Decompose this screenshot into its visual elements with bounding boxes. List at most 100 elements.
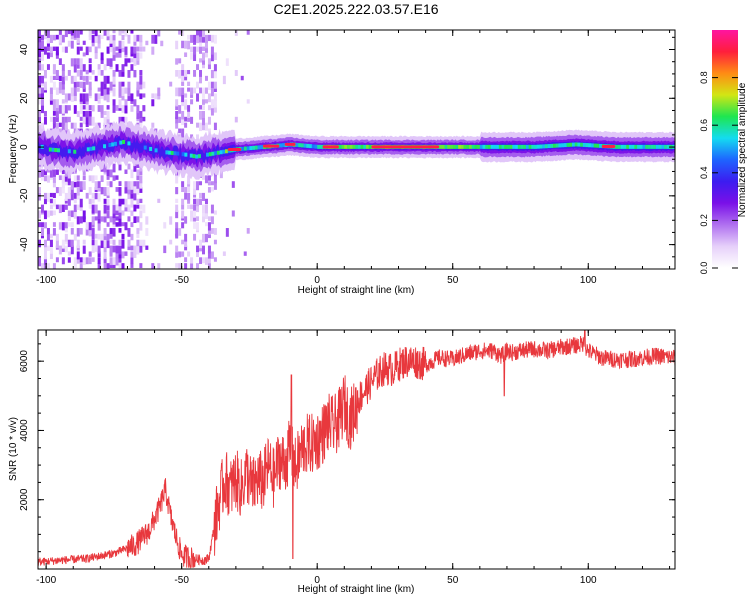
spectrogram-noise-cell <box>246 30 250 35</box>
spectrogram-core-cell <box>463 144 467 149</box>
spectrogram-noise-cell <box>64 128 68 138</box>
spectrogram-x-tick-label: -100 <box>36 275 56 286</box>
spectrogram-noise-cell <box>210 87 214 97</box>
spectrogram-noise-cell <box>181 81 185 86</box>
spectrogram-noise-cell <box>88 198 92 205</box>
spectrogram-core-cell <box>539 144 543 149</box>
spectrogram-noise-cell <box>130 245 134 251</box>
spectrogram-noise-cell <box>73 175 77 182</box>
spectrogram-noise-cell <box>124 181 128 188</box>
spectrogram-noise-cell <box>79 30 83 35</box>
spectrogram-noise-cell <box>79 216 83 224</box>
spectrogram-noise-cell <box>64 105 68 114</box>
snr-y-tick-label: 6000 <box>19 350 30 373</box>
spectrogram-noise-cell <box>187 187 191 193</box>
spectrogram-noise-cell <box>70 34 74 40</box>
spectrogram-noise-cell <box>115 204 119 211</box>
spectrogram-noise-cell <box>187 34 191 40</box>
spectrogram-noise-cell <box>97 257 101 264</box>
spectrogram-noise-cell <box>196 34 200 44</box>
spectrogram-noise-cell <box>157 93 161 100</box>
spectrogram-noise-cell <box>115 46 119 51</box>
spectrogram-noise-cell <box>88 58 92 64</box>
spectrogram-noise-cell <box>121 34 125 40</box>
spectrogram-noise-cell <box>133 204 137 212</box>
spectrogram-noise-cell <box>61 122 65 132</box>
spectrogram-noise-cell <box>178 58 182 64</box>
spectrogram-noise-cell <box>64 46 68 53</box>
spectrogram-noise-cell <box>133 245 137 255</box>
spectrogram-noise-cell <box>175 222 179 229</box>
figure-title: C2E1.2025.222.03.57.E16 <box>273 1 438 17</box>
spectrogram-noise-cell <box>127 69 131 78</box>
spectrogram-noise-cell <box>133 46 137 54</box>
spectrogram-core-cell <box>528 144 532 149</box>
spectrogram-noise-cell <box>157 198 161 203</box>
spectrogram-noise-cell <box>190 34 194 43</box>
spectrogram-core-cell <box>547 144 551 149</box>
spectrogram-noise-cell <box>85 99 89 105</box>
spectrogram-noise-cell <box>118 228 122 233</box>
spectrogram-noise-cell <box>201 233 205 243</box>
spectrogram-noise-cell <box>193 181 197 189</box>
spectrogram-noise-cell <box>76 175 80 181</box>
spectrogram-noise-cell <box>106 110 110 120</box>
spectrogram-noise-cell <box>97 251 101 258</box>
spectrogram-noise-cell <box>52 210 56 216</box>
spectrogram-noise-cell <box>201 87 205 95</box>
snr-y-axis-label: SNR (10 * v/v) <box>8 417 19 481</box>
spectrogram-noise-cell <box>79 257 83 263</box>
spectrogram-noise-cell <box>106 222 110 227</box>
spectrogram-noise-cell <box>207 251 211 259</box>
spectrogram-noise-cell <box>190 263 194 269</box>
spectrogram-noise-cell <box>118 239 122 245</box>
spectrogram-noise-cell <box>67 116 71 123</box>
spectrogram-noise-cell <box>97 99 101 104</box>
spectrogram-noise-cell <box>199 110 203 120</box>
spectrogram-noise-cell <box>64 228 68 233</box>
spectrogram-noise-cell <box>142 105 146 112</box>
spectrogram-noise-cell <box>85 222 89 230</box>
spectrogram-core-cell <box>637 144 641 149</box>
spectrogram-noise-cell <box>184 263 188 269</box>
spectrogram-noise-cell <box>73 198 77 204</box>
spectrogram-noise-cell <box>91 30 95 34</box>
spectrogram-noise-cell <box>76 228 80 237</box>
spectrogram-noise-cell <box>52 175 56 183</box>
snr-panel: -100 -50 0 50 100 2000 4000 6000 Height of stra… <box>8 329 676 595</box>
spectrogram-noise-cell <box>76 204 80 211</box>
spectrogram-noise-cell <box>52 75 56 80</box>
spectrogram-noise-cell <box>196 46 200 52</box>
spectrogram-core-cell <box>534 144 538 149</box>
spectrogram-noise-cell <box>121 81 125 87</box>
spectrogram-core-cell <box>542 144 546 149</box>
spectrogram-noise-cell <box>106 116 110 125</box>
spectrogram-noise-cell <box>106 198 110 206</box>
spectrogram-noise-cell <box>82 169 86 175</box>
spectrogram-noise-cell <box>58 81 62 90</box>
spectrogram-core-cell <box>517 144 521 149</box>
spectrogram-noise-cell <box>190 52 194 60</box>
spectrogram-noise-cell <box>67 251 71 256</box>
spectrogram-core-cell <box>295 142 299 147</box>
spectrogram-noise-cell <box>100 175 104 182</box>
spectrogram-noise-cell <box>112 210 116 219</box>
spectrogram-noise-cell <box>201 105 205 111</box>
spectrogram-noise-cell <box>85 75 89 85</box>
spectrogram-noise-cell <box>61 64 65 71</box>
spectrogram-noise-cell <box>201 122 205 131</box>
spectrogram-noise-cell <box>67 239 71 248</box>
spectrogram-noise-cell <box>181 222 185 229</box>
spectrogram-core-cell <box>184 152 188 157</box>
spectrogram-noise-cell <box>136 87 140 97</box>
spectrogram-noise-cell <box>82 110 86 117</box>
spectrogram-noise-cell <box>154 93 158 100</box>
spectrogram-y-tick-label: 0 <box>19 144 30 150</box>
spectrogram-noise-cell <box>91 222 95 228</box>
spectrogram-noise-cell <box>201 116 205 126</box>
spectrogram-noise-cell <box>61 187 65 194</box>
spectrogram-noise-cell <box>40 105 44 114</box>
spectrogram-noise-cell <box>175 210 179 219</box>
spectrogram-noise-cell <box>88 34 92 41</box>
spectrogram-noise-cell <box>201 257 205 264</box>
